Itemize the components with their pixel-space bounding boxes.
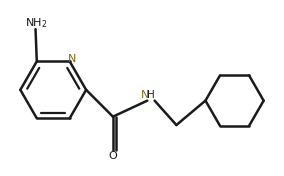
Text: O: O — [108, 151, 117, 161]
Text: N: N — [141, 90, 149, 100]
Text: H: H — [147, 90, 155, 100]
Text: N: N — [68, 54, 76, 64]
Text: NH$_2$: NH$_2$ — [25, 17, 47, 30]
